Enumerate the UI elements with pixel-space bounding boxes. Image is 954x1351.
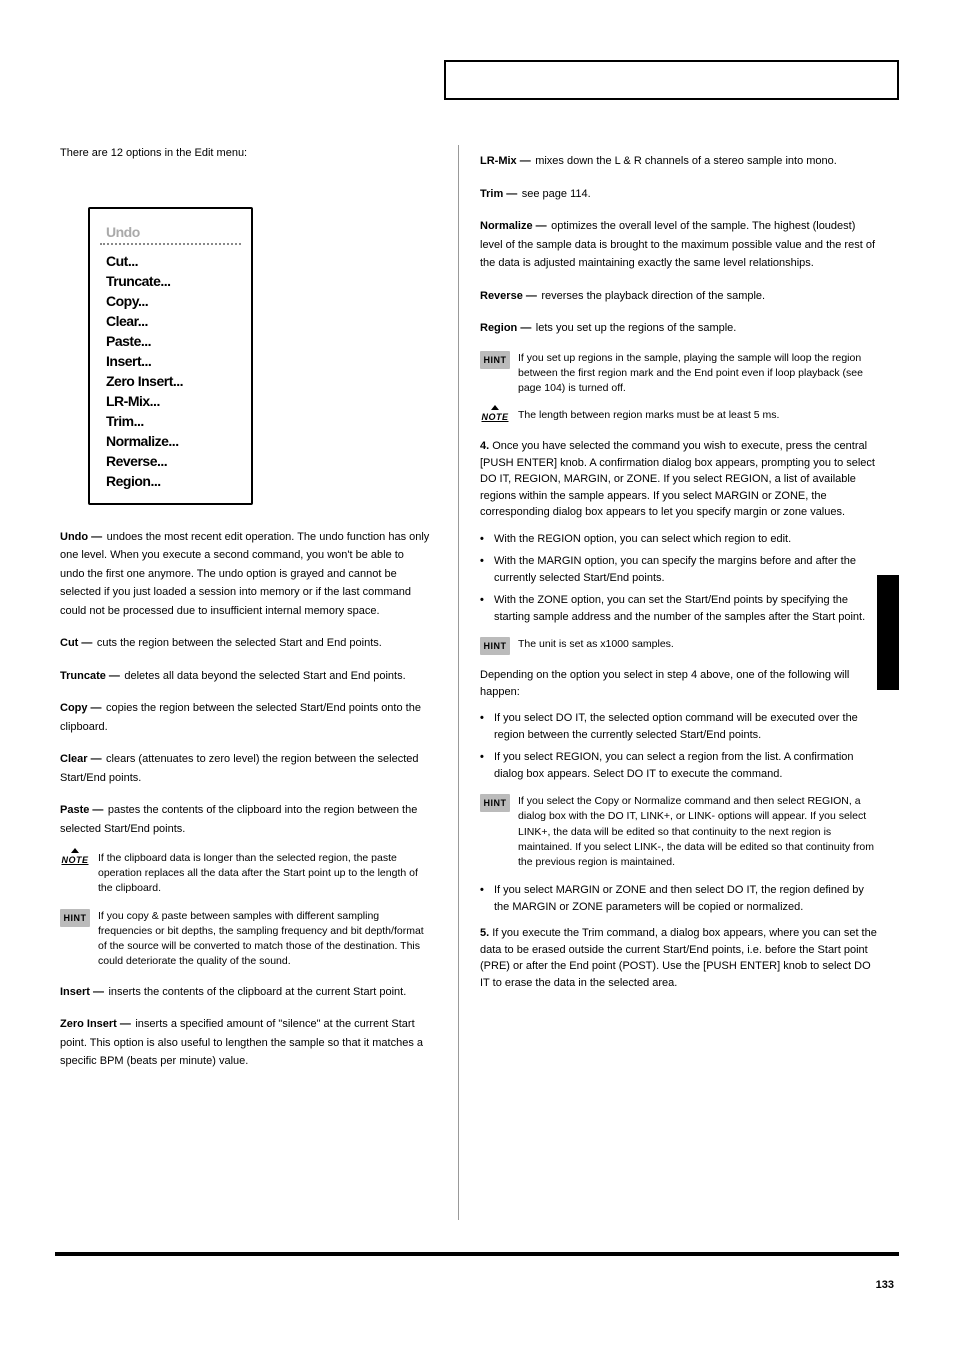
desc-label: Undo — [60, 531, 102, 543]
hint-body: The unit is set as x1000 samples. [518, 637, 880, 652]
note-body: If the clipboard data is longer than the… [98, 851, 430, 897]
step-text: Once you have selected the command you w… [480, 440, 875, 518]
step-text: If you execute the Trim command, a dialo… [480, 927, 877, 989]
note-callout: NOTE The length between region marks mus… [480, 408, 880, 426]
desc-text: undoes the most recent edit operation. T… [60, 531, 429, 617]
header-box [444, 60, 899, 100]
menu-item: Truncate... [100, 271, 241, 291]
edit-menu: Undo Cut... Truncate... Copy... Clear...… [88, 207, 253, 505]
hint-body: If you set up regions in the sample, pla… [518, 351, 880, 397]
description-list-right: LR-Mix — mixes down the L & R channels o… [480, 151, 880, 337]
menu-item: Zero Insert... [100, 371, 241, 391]
description-list: Undo — undoes the most recent edit opera… [60, 527, 430, 838]
menu-item: Cut... [100, 251, 241, 271]
bullet-item: If you select DO IT, the selected option… [480, 710, 880, 743]
hint-callout: HINT If you set up regions in the sample… [480, 351, 880, 397]
desc-text: deletes all data beyond the selected Sta… [124, 670, 405, 682]
hint-body: If you copy & paste between samples with… [98, 909, 430, 970]
hint-icon: HINT [60, 909, 90, 927]
desc-text: pastes the contents of the clipboard int… [60, 804, 417, 835]
note-icon: NOTE [480, 408, 510, 426]
hint-icon: HINT [480, 351, 510, 369]
right-column: LR-Mix — mixes down the L & R channels o… [480, 145, 880, 1001]
hint-icon: HINT [480, 794, 510, 812]
note-icon: NOTE [60, 851, 90, 869]
desc-label: Clear — [60, 753, 102, 765]
left-column: There are 12 options in the Edit menu: U… [60, 145, 430, 1084]
note-body: The length between region marks must be … [518, 408, 880, 423]
side-tab [877, 575, 899, 690]
desc-text: cuts the region between the selected Sta… [97, 637, 382, 649]
desc-label: Truncate — [60, 670, 120, 682]
hint-callout: HINT The unit is set as x1000 samples. [480, 637, 880, 655]
column-divider [458, 145, 459, 1220]
desc-text: inserts the contents of the clipboard at… [108, 986, 406, 998]
step-number: 4. [480, 440, 489, 452]
desc-label: Normalize — [480, 220, 547, 232]
desc-label: Trim — [480, 188, 517, 200]
description-list-2: Insert — inserts the contents of the cli… [60, 982, 430, 1070]
page-number: 133 [876, 1279, 894, 1291]
desc-label: Reverse — [480, 290, 537, 302]
menu-item: Reverse... [100, 451, 241, 471]
menu-item: Region... [100, 471, 241, 491]
hint-callout: HINT If you copy & paste between samples… [60, 909, 430, 970]
desc-label: Insert — [60, 986, 104, 998]
hint-callout: HINT If you select the Copy or Normalize… [480, 794, 880, 870]
bullet-item: With the MARGIN option, you can specify … [480, 553, 880, 586]
footer-divider [55, 1252, 899, 1256]
menu-item: Normalize... [100, 431, 241, 451]
bullet-item: With the REGION option, you can select w… [480, 531, 880, 548]
step-number: 5. [480, 927, 489, 939]
desc-text: copies the region between the selected S… [60, 702, 421, 733]
menu-item-undo: Undo [100, 221, 241, 245]
step-4: 4. Once you have selected the command yo… [480, 438, 880, 521]
menu-item: Clear... [100, 311, 241, 331]
step-5b: 5. If you execute the Trim command, a di… [480, 925, 880, 991]
desc-text: reverses the playback direction of the s… [541, 290, 765, 302]
desc-text: clears (attenuates to zero level) the re… [60, 753, 419, 784]
desc-text: see page 114. [522, 188, 591, 200]
bullet-item: If you select MARGIN or ZONE and then se… [480, 882, 880, 915]
desc-label: LR-Mix — [480, 155, 531, 167]
hint-body: If you select the Copy or Normalize comm… [518, 794, 880, 870]
desc-text: lets you set up the regions of the sampl… [536, 322, 737, 334]
note-callout: NOTE If the clipboard data is longer tha… [60, 851, 430, 897]
hint-icon: HINT [480, 637, 510, 655]
menu-item: Insert... [100, 351, 241, 371]
bullet-item: If you select REGION, you can select a r… [480, 749, 880, 782]
step5-intro: Depending on the option you select in st… [480, 667, 880, 700]
desc-label: Copy — [60, 702, 102, 714]
menu-item: Paste... [100, 331, 241, 351]
menu-item: LR-Mix... [100, 391, 241, 411]
bullet-item: With the ZONE option, you can set the St… [480, 592, 880, 625]
menu-item: Trim... [100, 411, 241, 431]
desc-label: Cut — [60, 637, 92, 649]
menu-item: Copy... [100, 291, 241, 311]
desc-label: Zero Insert — [60, 1018, 131, 1030]
desc-label: Region — [480, 322, 531, 334]
intro-text: There are 12 options in the Edit menu: [60, 145, 430, 162]
desc-label: Paste — [60, 804, 103, 816]
desc-text: mixes down the L & R channels of a stere… [535, 155, 837, 167]
